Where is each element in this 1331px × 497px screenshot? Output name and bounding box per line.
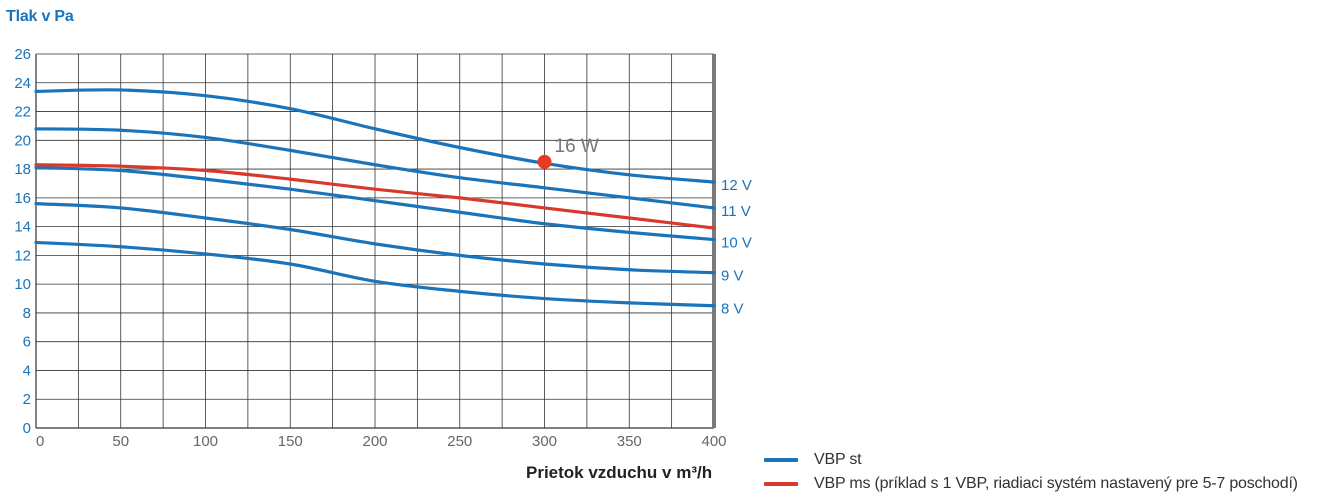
- series-line-ms: [34, 163, 716, 230]
- y-tick-label: 14: [14, 219, 31, 236]
- y-tick-label: 0: [23, 420, 31, 437]
- y-tick-label: 8: [23, 305, 31, 322]
- series-line-9v: [34, 202, 716, 275]
- y-tick-label: 16: [14, 190, 31, 207]
- series-label: 8 V: [721, 301, 744, 318]
- x-tick-label: 100: [193, 433, 218, 450]
- x-tick-label: 50: [112, 433, 129, 450]
- y-tick-label: 2: [23, 391, 31, 408]
- legend-entry-st: VBP st: [764, 448, 1298, 472]
- x-axis-title: Prietok vzduchu v m³/h: [526, 463, 713, 482]
- series-line-12v: [34, 88, 716, 184]
- operating-point-marker: [537, 154, 552, 169]
- legend-swatch-ms: [764, 482, 798, 486]
- x-tick-label: 350: [617, 433, 642, 450]
- operating-point-label: 16 W: [555, 136, 599, 157]
- legend-swatch-st: [764, 458, 798, 462]
- x-tick-label: 250: [447, 433, 472, 450]
- y-tick-label: 24: [14, 75, 31, 92]
- y-tick-label: 12: [14, 247, 31, 264]
- series-line-11v: [34, 127, 716, 210]
- y-tick-label: 6: [23, 334, 31, 351]
- y-axis-title: Tlak v Pa: [6, 8, 74, 25]
- y-tick-label: 22: [14, 104, 31, 121]
- legend: VBP st VBP ms (príklad s 1 VBP, riadiaci…: [764, 448, 1298, 496]
- x-tick-label: 150: [278, 433, 303, 450]
- y-tick-label: 26: [14, 46, 31, 63]
- legend-label-st: VBP st: [814, 451, 862, 468]
- x-tick-label: 400: [701, 433, 726, 450]
- y-tick-label: 10: [14, 276, 31, 293]
- series-label: 10 V: [721, 235, 752, 252]
- x-tick-label: 0: [36, 433, 44, 450]
- y-tick-label: 4: [23, 362, 31, 379]
- series-line-10v: [34, 166, 716, 242]
- legend-label-ms: VBP ms (príklad s 1 VBP, riadiaci systém…: [814, 475, 1298, 492]
- x-tick-label: 200: [362, 433, 387, 450]
- series-label: 9 V: [721, 268, 744, 285]
- series-label: 11 V: [721, 203, 751, 220]
- x-tick-label: 300: [532, 433, 557, 450]
- y-tick-label: 18: [14, 161, 31, 178]
- y-tick-label: 20: [14, 132, 31, 149]
- legend-entry-ms: VBP ms (príklad s 1 VBP, riadiaci systém…: [764, 472, 1298, 496]
- series-label: 12 V: [721, 177, 752, 194]
- series-line-8v: [34, 240, 716, 308]
